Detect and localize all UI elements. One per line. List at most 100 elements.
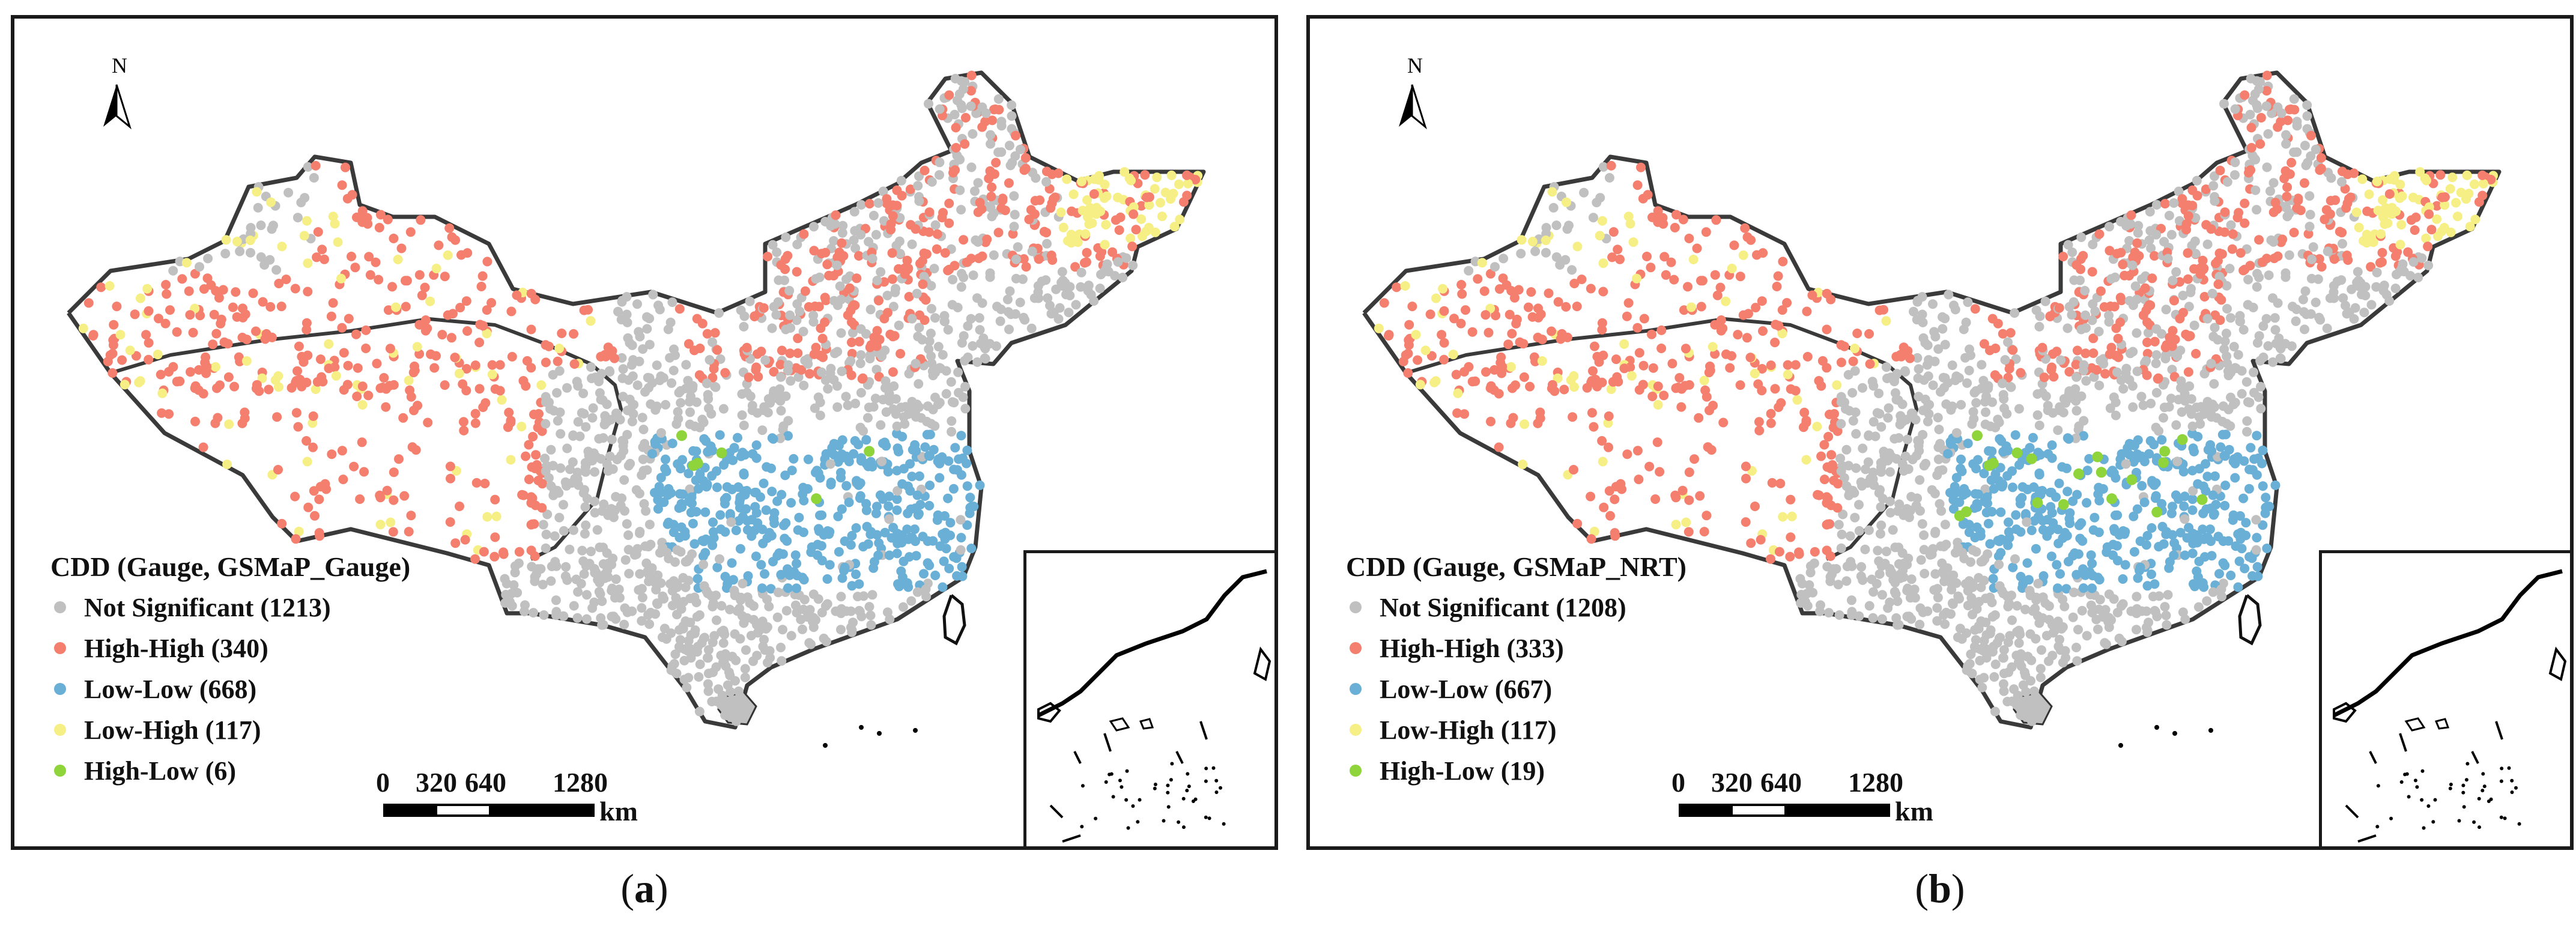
station-low-low (2188, 529, 2198, 539)
station-not-significant (587, 413, 598, 423)
station-high-high (2392, 247, 2402, 257)
station-low-high (1671, 520, 1681, 530)
station-not-significant (600, 411, 610, 421)
station-not-significant (2238, 325, 2249, 335)
station-low-low (739, 469, 749, 478)
station-low-low (661, 454, 670, 464)
station-high-high (962, 257, 972, 267)
station-high-high (1650, 494, 1661, 504)
station-not-significant (708, 337, 717, 347)
station-not-significant (703, 645, 714, 655)
station-not-significant (2222, 177, 2232, 187)
scale-bar: 0 320 640 1280 km (1664, 766, 1933, 826)
station-not-significant (974, 313, 984, 323)
station-high-high (1426, 351, 1437, 361)
station-high-high (252, 380, 262, 390)
station-low-low (903, 508, 913, 518)
station-not-significant (2263, 341, 2273, 351)
station-not-significant (1928, 380, 1938, 390)
station-high-high (314, 528, 324, 538)
station-not-significant (2273, 298, 2283, 308)
station-not-significant (947, 300, 957, 310)
station-high-high (1089, 189, 1099, 199)
station-high-low (716, 447, 727, 458)
station-high-high (1832, 503, 1843, 513)
station-not-significant (792, 315, 802, 326)
station-not-significant (1006, 309, 1016, 320)
station-low-low (1997, 482, 2007, 492)
station-not-significant (2243, 274, 2253, 285)
station-high-high (526, 324, 536, 335)
inset-reef-dot (1177, 820, 1181, 824)
station-low-low (2120, 560, 2130, 570)
station-not-significant (930, 421, 940, 431)
station-high-high (538, 479, 547, 489)
station-low-low (1975, 527, 1986, 537)
station-low-low (834, 547, 844, 557)
legend-swatch (1350, 642, 1362, 654)
station-not-significant (2225, 421, 2235, 431)
station-high-high (1067, 206, 1077, 216)
station-not-significant (2010, 308, 2020, 318)
station-high-high (1701, 227, 1711, 237)
inset-reef-dot (1094, 816, 1098, 820)
station-low-high (1477, 258, 1487, 268)
station-high-high (2255, 139, 2265, 149)
station-low-high (1595, 231, 1605, 241)
station-high-high (223, 339, 233, 349)
station-low-low (817, 510, 827, 520)
station-high-high (944, 90, 954, 100)
station-not-significant (2298, 294, 2308, 305)
station-not-significant (731, 655, 741, 666)
station-low-low (962, 481, 972, 491)
north-arrow-icon: N (98, 49, 135, 133)
station-not-significant (2353, 267, 2363, 277)
station-low-low (708, 446, 718, 455)
station-not-significant (1919, 545, 1929, 555)
station-not-significant (1113, 257, 1123, 267)
station-not-significant (2161, 610, 2171, 620)
station-not-significant (2016, 710, 2026, 720)
station-not-significant (829, 236, 839, 246)
station-low-high (443, 250, 453, 260)
station-high-high (365, 270, 375, 280)
station-not-significant (575, 431, 585, 441)
station-not-significant (963, 321, 973, 331)
station-low-low (2228, 510, 2238, 520)
station-low-low (893, 443, 903, 453)
inset-reef-dot (1185, 789, 1189, 793)
station-not-significant (2249, 387, 2259, 398)
station-not-significant (867, 590, 877, 600)
station-not-significant (748, 601, 759, 611)
station-not-significant (831, 606, 841, 616)
station-high-high (1598, 350, 1608, 360)
station-not-significant (659, 623, 670, 634)
station-high-high (2078, 250, 2088, 261)
station-high-high (2099, 302, 2109, 312)
station-high-high (2211, 258, 2220, 268)
station-high-high (1782, 298, 1792, 308)
station-low-low (2199, 582, 2209, 592)
station-low-low (2031, 544, 2041, 554)
station-high-high (695, 344, 705, 353)
station-high-high (2377, 257, 2387, 267)
station-low-low (2220, 481, 2231, 491)
station-not-significant (2166, 229, 2177, 240)
station-not-significant (562, 443, 572, 453)
station-high-high (874, 296, 883, 306)
station-not-significant (541, 529, 551, 539)
station-not-significant (1932, 603, 1942, 613)
station-high-high (2134, 251, 2144, 261)
station-not-significant (1930, 488, 1940, 499)
station-not-significant (546, 444, 556, 455)
inset-reef-dot (2517, 822, 2521, 826)
station-high-high (482, 256, 492, 267)
station-low-high (1537, 356, 1547, 366)
station-high-high (1655, 467, 1665, 477)
inset-reef-dot (2481, 789, 2485, 793)
inset-reef-dot (1207, 816, 1211, 820)
station-not-significant (973, 178, 983, 188)
station-high-high (1715, 282, 1726, 293)
station-not-significant (548, 370, 558, 380)
station-high-high (478, 321, 488, 331)
